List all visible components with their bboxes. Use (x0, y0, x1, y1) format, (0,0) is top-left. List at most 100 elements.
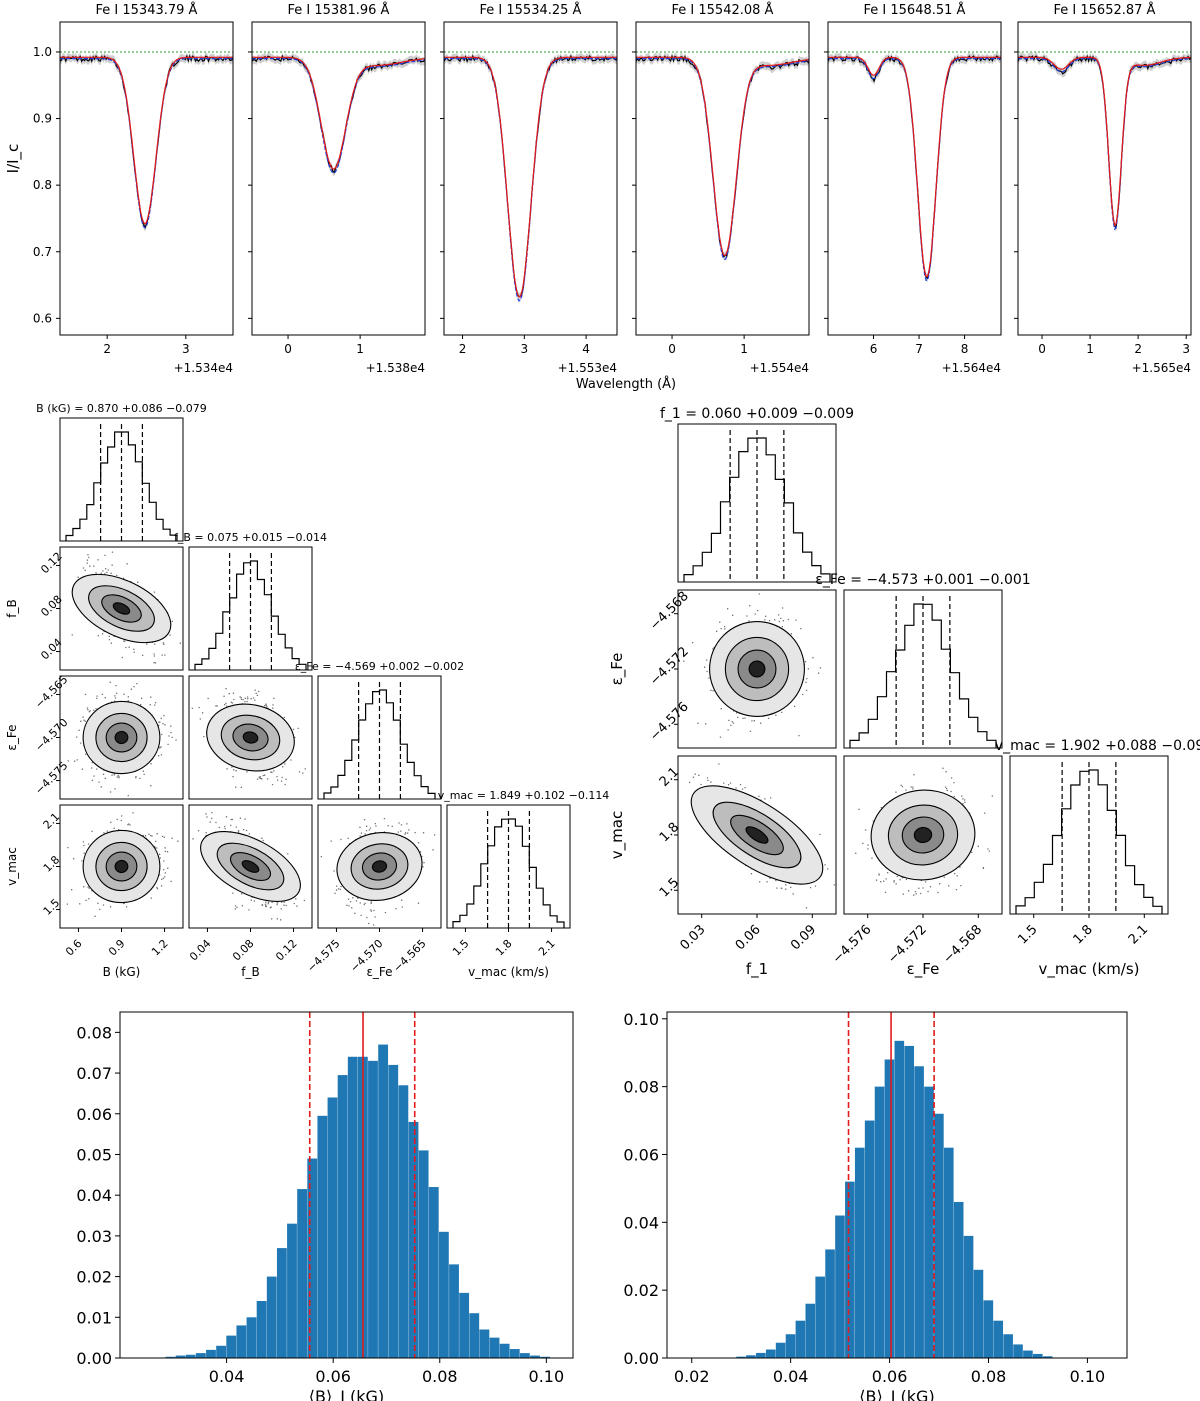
panel-frame (188, 546, 313, 671)
xtick-label: −4.565 (391, 937, 429, 975)
panel-frame (317, 675, 442, 800)
ytick-label: −4.570 (33, 716, 71, 754)
contour-peak (242, 731, 259, 744)
xtick-label: 1 (1086, 342, 1094, 356)
observed-uncertainty-band (1018, 52, 1191, 232)
observed-spectrum (635, 54, 810, 258)
histogram-bar (165, 1356, 176, 1358)
xtick-label: 2 (103, 342, 111, 356)
xtick-label: 2.1 (1126, 922, 1151, 947)
posterior-title: B (kG) = 0.870 +0.086 −0.079 (36, 402, 207, 415)
histogram-bar (246, 1317, 257, 1358)
histogram-bar (775, 1342, 786, 1358)
histogram-bar (825, 1249, 835, 1358)
xtick-offset: +1.553e4 (558, 361, 617, 375)
xtick-label: 0.12 (273, 937, 300, 964)
panel-frame (188, 675, 313, 800)
ytick-label: 0.08 (76, 1023, 112, 1042)
xtick-label: 0.06 (733, 922, 764, 953)
xtick-label: 0.04 (209, 1367, 245, 1386)
histogram-bar (736, 1356, 746, 1358)
xtick-label: 0.9 (106, 937, 128, 959)
histogram-bar (1042, 1356, 1053, 1358)
contour-peak (745, 826, 769, 844)
xtick-label: 6 (870, 342, 878, 356)
posterior-title: v_mac = 1.849 +0.102 −0.114 (438, 789, 610, 802)
axis-xlabel: f_1 (746, 960, 768, 979)
xtick-label: 1.5 (450, 937, 472, 959)
marginal-hist-1: B (kG) = 0.870 +0.086 −0.079 (36, 402, 207, 542)
xtick-label: 0 (284, 342, 292, 356)
axis-xlabel: f_B (241, 965, 259, 979)
histogram-2: 0.02 0.04 0.06 0.08 0.10 0.00 0.02 0.04 0.06 0.08… (623, 1010, 1128, 1401)
axis-xlabel: ε_Fe (907, 960, 940, 979)
model-fit-blue (444, 58, 617, 302)
panel-frame (843, 589, 1003, 749)
ytick-label: 0.00 (76, 1349, 112, 1368)
spectrum-title: Fe I 15542.08 Å (672, 2, 774, 18)
xtick-label: 1.8 (1071, 922, 1096, 947)
contour-peak (112, 602, 131, 615)
xtick-label: 0 (668, 342, 676, 356)
histogram-bar (884, 1059, 895, 1358)
xtick-label: 3 (182, 342, 190, 356)
xtick-offset: +1.538e4 (366, 361, 425, 375)
ytick-label: 0.8 (33, 178, 52, 192)
ytick-label: 0.01 (76, 1308, 112, 1327)
spectrum-panel-4: Fe I 15542.08 Å 0 1+1.554e4 (632, 2, 810, 375)
model-fit-blue (1018, 58, 1191, 231)
histogram-bar (924, 1086, 934, 1358)
histogram-bar (449, 1264, 459, 1358)
histogram-bar (368, 1060, 378, 1358)
panel-frame (59, 417, 184, 542)
histogram-bar (1013, 1344, 1023, 1358)
contour-peak (114, 859, 129, 874)
joint-density-4-2: 0.04 0.08 0.12 f_B (187, 804, 313, 979)
histogram-bar (864, 1120, 875, 1358)
histogram-bar (276, 1248, 287, 1358)
xtick-label: 0.08 (971, 1367, 1007, 1386)
observed-uncertainty-band (444, 52, 617, 301)
histogram-bar (347, 1056, 358, 1358)
xtick-label: 0.06 (872, 1367, 908, 1386)
posterior-title: f_1 = 0.060 +0.009 −0.009 (660, 406, 854, 422)
histogram-bar (953, 1201, 964, 1358)
histogram-bar (317, 1115, 328, 1358)
ytick-label: 0.06 (623, 1145, 659, 1164)
histogram-xlabel: ⟨B⟩_I (kG) (309, 1387, 384, 1401)
marginal-hist-3: ε_Fe = −4.569 +0.002 −0.002 (295, 660, 464, 800)
histogram-bar (1003, 1334, 1013, 1358)
xtick-offset: +1.565e4 (1132, 361, 1191, 375)
histogram-bar (509, 1349, 520, 1358)
histogram-bar (489, 1337, 500, 1358)
observed-uncertainty-band (60, 52, 233, 232)
histogram-bar (1033, 1353, 1043, 1358)
observed-spectrum (59, 54, 234, 230)
observed-spectrum (827, 55, 1002, 280)
observed-spectrum (1017, 54, 1192, 230)
spectrum-panel-5: Fe I 15648.51 Å 6 7 8 +1.564e4 (824, 2, 1002, 375)
axis-xlabel: B (kG) (103, 965, 141, 979)
histogram-bar (469, 1313, 480, 1358)
ytick-label: 0.10 (623, 1010, 659, 1029)
histogram-bar (216, 1345, 227, 1358)
histogram-bar (378, 1044, 389, 1358)
histogram-bar (530, 1355, 540, 1358)
histogram-bar (993, 1320, 1004, 1358)
model-fit-red (60, 56, 233, 225)
histogram-bar (388, 1064, 399, 1358)
xtick-label: 2.1 (536, 937, 558, 959)
axis-xlabel: ε_Fe (366, 965, 392, 979)
xtick-label: 0.08 (230, 937, 257, 964)
histogram-bar (894, 1040, 905, 1358)
panel-frame (677, 423, 837, 583)
ytick-label: −4.565 (33, 673, 71, 711)
histogram-bar (815, 1276, 825, 1358)
observed-spectrum (443, 54, 618, 298)
histogram-bar (963, 1235, 974, 1358)
xtick-label: 4 (582, 342, 590, 356)
ytick-label: 0.07 (76, 1064, 112, 1083)
model-fit-red (1018, 56, 1191, 227)
histogram-bar (438, 1231, 449, 1358)
